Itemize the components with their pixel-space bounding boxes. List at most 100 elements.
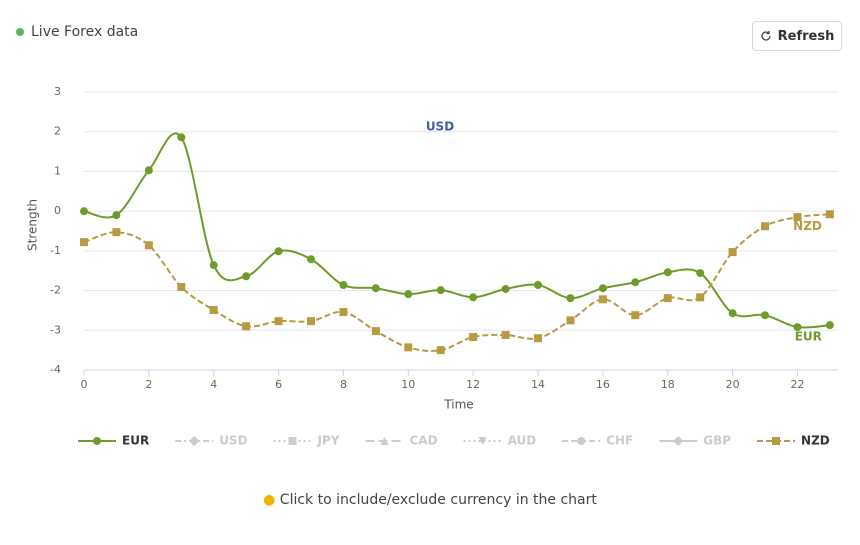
marker — [209, 261, 218, 270]
legend-item[interactable]: AUD — [463, 434, 537, 448]
marker — [189, 436, 200, 446]
legend-item[interactable]: CAD — [365, 434, 438, 448]
marker — [696, 293, 705, 302]
marker — [242, 272, 251, 281]
series-end-label: NZD — [793, 219, 822, 233]
status-text: Live Forex data — [31, 24, 139, 40]
x-tick-label: 4 — [210, 378, 217, 391]
marker — [112, 211, 121, 220]
marker — [534, 281, 543, 290]
marker — [501, 331, 510, 340]
marker — [436, 346, 445, 355]
marker — [209, 306, 218, 315]
legend-item[interactable]: JPY — [273, 434, 340, 448]
legend-label: GBP — [703, 434, 731, 448]
legend-label: EUR — [122, 434, 149, 448]
marker — [501, 284, 510, 293]
marker — [469, 333, 478, 342]
legend-item[interactable]: USD — [175, 434, 248, 448]
y-tick-label: 2 — [54, 125, 61, 138]
marker — [772, 437, 781, 445]
x-tick-label: 12 — [466, 378, 480, 391]
marker — [288, 437, 297, 445]
x-tick-label: 16 — [596, 378, 610, 391]
status: Live Forex data — [16, 24, 138, 40]
y-tick-label: -1 — [50, 244, 61, 257]
refresh-icon — [761, 31, 771, 41]
y-tick-label: -2 — [50, 284, 61, 297]
marker — [404, 343, 413, 352]
marker — [598, 295, 607, 304]
marker — [144, 166, 153, 175]
series-line — [83, 132, 830, 329]
marker — [339, 308, 348, 317]
marker — [380, 437, 389, 445]
marker — [728, 309, 737, 318]
marker — [631, 278, 640, 287]
marker — [478, 437, 487, 445]
marker — [673, 436, 684, 446]
hint-text: Click to include/exclude currency in the… — [279, 492, 597, 508]
marker — [144, 241, 153, 250]
marker — [371, 327, 380, 336]
y-tick-label: -3 — [50, 323, 61, 336]
marker — [631, 311, 640, 320]
marker — [696, 269, 705, 278]
legend-item[interactable]: CHF — [562, 434, 633, 448]
marker — [663, 294, 672, 303]
y-tick-label: 0 — [54, 204, 61, 217]
marker — [93, 437, 101, 445]
legend-label: USD — [219, 434, 247, 448]
legend-item[interactable]: GBP — [659, 434, 731, 448]
bulb-icon: ● — [263, 492, 276, 508]
marker — [307, 255, 316, 264]
x-axis-label: Time — [443, 398, 473, 412]
y-tick-label: 1 — [54, 164, 61, 177]
x-tick-label: 20 — [726, 378, 740, 391]
legend-label: AUD — [508, 434, 537, 448]
marker — [728, 248, 737, 257]
legend-label: CHF — [606, 434, 633, 448]
marker — [242, 322, 251, 331]
y-axis-label: Strength — [26, 199, 40, 251]
marker — [112, 228, 121, 237]
y-tick-label: 3 — [54, 85, 61, 98]
legend-label: CAD — [410, 434, 438, 448]
legend-item[interactable]: EUR — [78, 434, 149, 448]
marker — [566, 294, 575, 303]
x-tick-label: 22 — [790, 378, 804, 391]
marker — [825, 210, 834, 219]
marker — [825, 321, 834, 330]
marker — [761, 311, 770, 320]
status-dot — [16, 28, 24, 36]
marker — [793, 323, 802, 332]
marker — [566, 316, 575, 325]
marker — [80, 207, 88, 216]
x-tick-label: 2 — [145, 378, 152, 391]
hint: ● Click to include/exclude currency in t… — [0, 492, 860, 508]
marker — [274, 317, 283, 326]
legend-label: JPY — [317, 434, 340, 448]
marker — [371, 284, 380, 293]
legend-label: NZD — [801, 434, 830, 448]
marker — [274, 247, 283, 256]
marker — [177, 282, 186, 291]
x-tick-label: 10 — [401, 378, 415, 391]
y-tick-label: -4 — [50, 363, 61, 376]
marker — [80, 238, 88, 247]
marker — [598, 284, 607, 293]
x-tick-label: 6 — [275, 378, 282, 391]
marker — [404, 290, 413, 299]
marker — [339, 281, 348, 290]
marker — [577, 437, 586, 445]
marker — [793, 213, 802, 222]
marker — [534, 334, 543, 343]
floating-series-label: USD — [426, 120, 454, 134]
legend-item[interactable]: NZD — [757, 434, 830, 448]
marker — [177, 133, 186, 142]
refresh-button[interactable]: Refresh — [752, 21, 842, 51]
x-tick-label: 8 — [340, 378, 347, 391]
button-label: Refresh — [777, 28, 835, 44]
